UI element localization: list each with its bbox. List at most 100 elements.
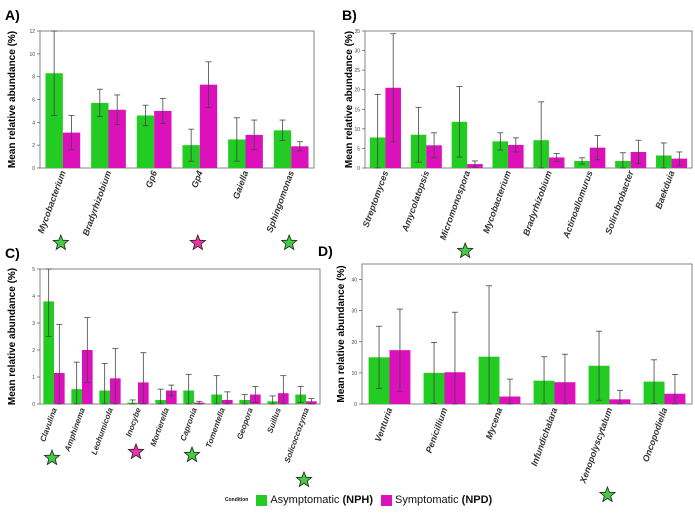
bar: [154, 110, 172, 168]
star-icon: [456, 241, 474, 259]
category-label: Geopora: [235, 406, 255, 441]
bar: [291, 146, 309, 168]
star-icon: [52, 233, 70, 251]
category-label: Tomentella: [204, 406, 227, 449]
star-icon: [183, 445, 201, 463]
y-axis-label: Mean relative abundance (%): [344, 31, 355, 168]
bar: [245, 134, 263, 168]
category-label: Oncopodiella: [640, 406, 669, 463]
category-label: Actinoallomurus: [561, 169, 595, 240]
y-tick-label: 20: [354, 88, 360, 94]
legend-swatch-symptomatic: [381, 494, 393, 506]
legend-code-asymptomatic: (NPH): [342, 494, 374, 506]
legend-label-symptomatic: Symptomatic: [395, 494, 459, 506]
panel-label: B): [342, 7, 357, 23]
y-tick-label: 2: [32, 348, 35, 354]
category-label: Gp4: [189, 169, 204, 189]
bar: [273, 130, 292, 168]
panel-d: D) 0 10 20 30 40 Mean relative abundance (%) Ve…: [318, 243, 693, 503]
y-tick-label: 40: [351, 278, 357, 284]
y-tick-label: 6: [32, 98, 35, 104]
star-icon: [43, 448, 61, 466]
y-tick-label: 20: [351, 340, 357, 346]
category-label: Inocybe: [124, 406, 143, 438]
category-label: Baekduia: [653, 169, 676, 210]
category-label: Mycobacterium: [481, 169, 513, 234]
y-tick-label: 10: [29, 52, 35, 58]
bar: [45, 73, 63, 168]
y-tick-label: 0: [354, 402, 357, 408]
y-tick-label: 8: [32, 75, 35, 81]
panel-a: A) 0 2 4 6 8 10 12 Mean relative abundance (%) My…: [5, 7, 315, 251]
bar: [548, 157, 565, 168]
bar: [62, 132, 81, 168]
legend-item-symptomatic: Symptomatic (NPD): [381, 494, 492, 506]
category-label: Leohumicola: [90, 406, 116, 456]
category-label: Amycolatopsis: [400, 169, 432, 234]
y-tick-label: 4: [32, 294, 35, 300]
y-axis-label: Mean relative abundance (%): [7, 31, 18, 168]
category-label: Suillus: [265, 406, 283, 434]
category-label: Bradyrhizobium: [81, 169, 114, 237]
category-label: Clavulina: [38, 406, 59, 443]
y-tick-label: 0: [357, 166, 360, 172]
category-label: Solirubrobacter: [603, 169, 635, 236]
star-icon: [295, 470, 313, 488]
bar: [136, 115, 155, 168]
y-tick-label: 2: [32, 143, 35, 149]
y-tick-label: 4: [32, 120, 35, 126]
star-icon: [189, 233, 207, 251]
bar: [108, 109, 126, 168]
y-tick-label: 0: [32, 402, 35, 408]
panel-c: C) 0 1 2 3 4 5 Mean relative abundance (%) Clavu…: [5, 245, 321, 488]
legend-label-asymptomatic: Asymptomatic: [270, 494, 340, 506]
panel-label: D): [318, 243, 333, 259]
category-label: Gaiella: [231, 169, 250, 200]
category-label: Solicoccozyma: [283, 406, 311, 464]
bar: [166, 390, 177, 404]
category-label: Capronia: [179, 406, 200, 442]
bar: [492, 141, 509, 168]
legend-item-asymptomatic: Asymptomatic (NPH): [256, 494, 373, 506]
bar: [91, 102, 109, 168]
y-axis-label: Mean relative abundance (%): [7, 268, 18, 405]
legend: Condition Asymptomatic (NPH) Symptomatic…: [225, 491, 500, 509]
panel-label: A): [5, 7, 20, 23]
y-tick-label: 25: [354, 68, 360, 74]
star-icon: [127, 442, 145, 460]
legend-code-symptomatic: (NPD): [461, 494, 493, 506]
bar: [199, 84, 218, 168]
category-label: Streptomyces: [361, 169, 391, 228]
panel-label: C): [5, 245, 20, 261]
category-label: Micromonospora: [438, 169, 472, 241]
legend-swatch-asymptomatic: [256, 494, 268, 506]
category-label: Mycobacterium: [36, 169, 68, 234]
y-tick-label: 35: [354, 29, 360, 35]
y-tick-label: 12: [29, 29, 35, 35]
category-label: Bradyrhizobium: [521, 169, 554, 237]
y-tick-label: 5: [357, 146, 360, 152]
plot-area: [361, 263, 693, 405]
category-label: Mortierella: [149, 406, 171, 448]
y-tick-label: 0: [32, 166, 35, 172]
bar: [43, 301, 54, 404]
y-tick-label: 15: [354, 107, 360, 113]
y-tick-label: 10: [351, 371, 357, 377]
star-icon: [280, 233, 298, 251]
category-label: Amphinema: [62, 406, 87, 454]
legend-title: Condition: [225, 497, 249, 503]
y-tick-label: 1: [32, 375, 35, 381]
y-tick-label: 5: [32, 267, 35, 273]
category-label: Gp6: [144, 168, 160, 189]
y-axis-label: Mean relative abundance (%): [336, 265, 347, 402]
y-tick-label: 30: [354, 49, 360, 55]
category-label: Penicillium: [424, 406, 450, 454]
star-icon: [598, 485, 617, 503]
plot-area: [39, 30, 315, 169]
category-label: Xenopolyscytalum: [577, 406, 614, 485]
y-tick-label: 3: [32, 321, 35, 327]
y-tick-label: 30: [351, 309, 357, 315]
category-label: Sphingomonas: [264, 169, 296, 234]
category-label: Infundichalara: [529, 406, 559, 467]
